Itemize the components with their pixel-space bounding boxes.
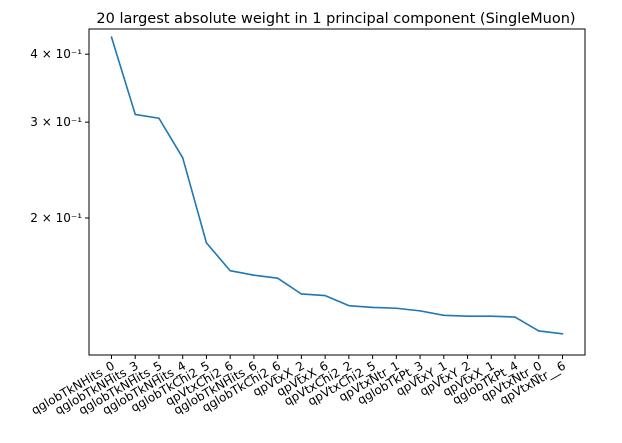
data-point bbox=[324, 294, 326, 297]
data-point bbox=[229, 269, 231, 272]
data-point bbox=[134, 113, 137, 116]
data-point bbox=[205, 242, 208, 244]
data-point bbox=[158, 117, 160, 120]
chart-title: 20 largest absolute weight in 1 principa… bbox=[96, 11, 575, 27]
data-point bbox=[395, 307, 398, 310]
data-series-line bbox=[110, 36, 563, 335]
data-point bbox=[561, 333, 564, 335]
y-tick-label: 4 × 10⁻¹ bbox=[30, 47, 82, 61]
data-point bbox=[514, 316, 516, 318]
data-point bbox=[276, 277, 279, 280]
data-point bbox=[490, 315, 493, 317]
y-tick-label: 3 × 10⁻¹ bbox=[30, 115, 82, 129]
data-point bbox=[466, 315, 469, 317]
data-point bbox=[348, 304, 350, 307]
plot-area bbox=[110, 36, 564, 335]
data-point bbox=[300, 293, 303, 295]
plot-frame bbox=[88, 28, 586, 356]
data-point bbox=[371, 306, 374, 309]
y-tick-label: 2 × 10⁻¹ bbox=[30, 211, 82, 225]
y-axis: 4 × 10⁻¹ 3 × 10⁻¹ 2 × 10⁻¹ bbox=[30, 47, 89, 225]
data-point bbox=[537, 330, 540, 332]
data-point bbox=[181, 157, 184, 159]
x-axis: qglobTkNHits_0qglobTkNHits_3qglobTkNHits… bbox=[29, 355, 568, 417]
data-point bbox=[443, 314, 445, 317]
data-point bbox=[419, 310, 421, 312]
data-point bbox=[253, 274, 255, 276]
data-point bbox=[110, 36, 113, 38]
